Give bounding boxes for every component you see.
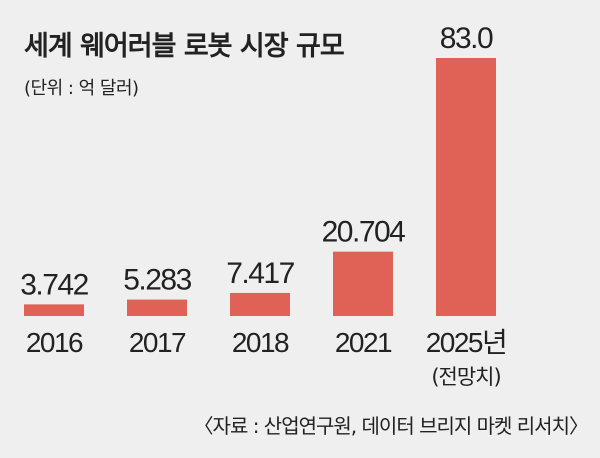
category-label: 2025년	[426, 327, 507, 358]
category-label: 2021	[335, 327, 392, 358]
bar-2016	[24, 304, 84, 316]
value-label: 20.704	[322, 216, 406, 249]
category-label: 2016	[26, 327, 83, 358]
category-label: 2018	[232, 327, 289, 358]
category-label: 2017	[129, 327, 186, 358]
value-label: 3.742	[20, 268, 88, 301]
category-note: (전망치)	[431, 365, 500, 389]
chart-unit-subtitle: (단위 : 억 달러)	[24, 78, 139, 99]
chart-title: 세계 웨어러블 로봇 시장 규모	[24, 31, 345, 62]
value-label: 7.417	[226, 257, 294, 290]
value-label: 83.0	[440, 22, 493, 55]
bar-2017	[127, 299, 187, 316]
chart-source: 〈자료 : 산업연구원, 데이터 브리지 마켓 리서치〉	[193, 414, 589, 438]
value-label: 5.283	[123, 264, 191, 297]
bar-2018	[230, 292, 290, 316]
bar-2021	[333, 251, 393, 316]
bar-2025년	[436, 58, 496, 316]
